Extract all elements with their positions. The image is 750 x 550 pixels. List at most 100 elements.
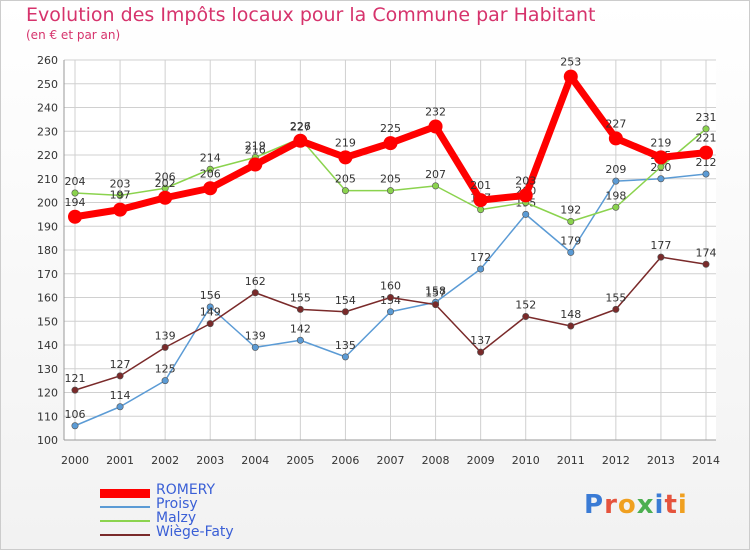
data-point — [657, 163, 665, 171]
data-label: 207 — [425, 168, 446, 181]
x-tick-label: 2013 — [647, 454, 675, 467]
y-tick-label: 170 — [37, 268, 58, 281]
data-label: 157 — [425, 287, 446, 300]
data-point — [203, 181, 218, 196]
data-point — [338, 150, 353, 165]
data-point — [386, 293, 394, 301]
data-point — [341, 308, 349, 316]
data-point — [206, 303, 214, 311]
data-point — [567, 218, 575, 226]
data-label: 172 — [470, 251, 491, 264]
data-label: 232 — [425, 106, 446, 119]
data-point — [206, 320, 214, 328]
data-label: 139 — [245, 329, 266, 342]
data-label: 206 — [155, 170, 176, 183]
data-point — [702, 170, 710, 178]
data-point — [116, 191, 124, 199]
data-point — [657, 253, 665, 261]
data-label: 149 — [200, 306, 221, 319]
proxiti-logo: Proxiti — [584, 490, 688, 520]
data-point — [71, 189, 79, 197]
data-label: 226 — [290, 120, 311, 133]
y-tick-label: 150 — [37, 315, 58, 328]
x-tick-label: 2004 — [241, 454, 269, 467]
data-label: 219 — [245, 139, 266, 152]
data-point — [563, 69, 578, 84]
legend-item: Malzy — [100, 510, 320, 527]
data-label: 214 — [200, 151, 221, 164]
data-point — [161, 343, 169, 351]
data-point — [699, 145, 713, 160]
data-point — [518, 188, 533, 203]
data-label: 174 — [696, 246, 717, 259]
data-point — [522, 210, 530, 218]
data-label: 209 — [605, 163, 626, 176]
y-tick-label: 230 — [37, 125, 58, 138]
data-label: 125 — [155, 363, 176, 376]
data-label: 106 — [65, 408, 86, 421]
x-tick-label: 2005 — [286, 454, 314, 467]
x-tick-label: 2011 — [557, 454, 585, 467]
data-label: 155 — [290, 291, 311, 304]
data-point — [113, 202, 128, 217]
x-tick-label: 2000 — [61, 454, 89, 467]
data-label: 158 — [425, 284, 446, 297]
data-label: 179 — [560, 234, 581, 247]
data-point — [432, 301, 440, 309]
data-point — [71, 422, 79, 430]
x-tick-label: 2014 — [692, 454, 720, 467]
data-label: 148 — [560, 308, 581, 321]
data-label: 216 — [245, 144, 266, 157]
data-point — [473, 193, 488, 208]
chart-legend: ROMERY Proisy Malzy Wiège-Faty — [100, 482, 320, 541]
data-label: 139 — [155, 329, 176, 342]
data-point — [522, 312, 530, 320]
data-label: 152 — [515, 299, 536, 312]
y-tick-label: 220 — [37, 149, 58, 162]
data-point — [567, 248, 575, 256]
data-point — [161, 377, 169, 385]
data-label: 219 — [650, 136, 671, 149]
y-tick-label: 190 — [37, 220, 58, 233]
y-tick-label: 250 — [37, 78, 58, 91]
data-label: 198 — [605, 189, 626, 202]
data-point — [68, 209, 82, 224]
data-point — [432, 182, 440, 190]
x-tick-label: 2006 — [331, 454, 359, 467]
data-point — [71, 386, 79, 394]
y-tick-label: 260 — [37, 54, 58, 67]
data-label: 162 — [245, 275, 266, 288]
data-point — [702, 125, 710, 133]
data-point — [116, 372, 124, 380]
data-point — [567, 322, 575, 330]
data-label: 155 — [605, 291, 626, 304]
data-point — [296, 305, 304, 313]
y-tick-label: 110 — [37, 410, 58, 423]
x-tick-label: 2003 — [196, 454, 224, 467]
data-label: 194 — [65, 196, 86, 209]
data-point — [341, 187, 349, 195]
x-tick-label: 2002 — [151, 454, 179, 467]
data-point — [428, 119, 443, 134]
data-label: 135 — [335, 339, 356, 352]
data-label: 142 — [290, 322, 311, 335]
data-point — [251, 289, 259, 297]
x-tick-label: 2001 — [106, 454, 134, 467]
data-label: 219 — [335, 136, 356, 149]
x-tick-label: 2008 — [422, 454, 450, 467]
data-label: 231 — [696, 111, 717, 124]
legend-item: Wiège-Faty — [100, 524, 320, 541]
data-label: 192 — [560, 204, 581, 217]
y-tick-label: 180 — [37, 244, 58, 257]
data-point — [116, 403, 124, 411]
chart-title: Evolution des Impôts locaux pour la Comm… — [26, 4, 596, 26]
data-label: 225 — [380, 122, 401, 135]
data-point — [386, 308, 394, 316]
legend-item: ROMERY — [100, 482, 320, 499]
data-label: 227 — [290, 120, 311, 133]
data-point — [612, 305, 620, 313]
data-point — [657, 175, 665, 183]
data-label: 205 — [335, 173, 356, 186]
legend-label: Proisy — [156, 496, 198, 512]
data-point — [251, 343, 259, 351]
